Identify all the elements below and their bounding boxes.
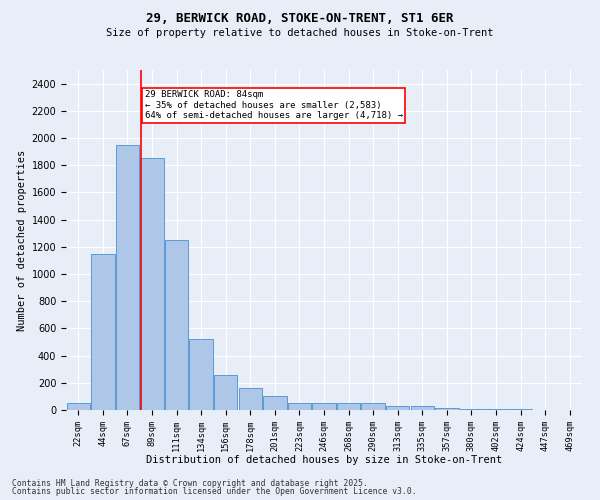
Bar [239,388,262,410]
Bar [288,402,311,410]
Bar [214,374,238,410]
Text: 29 BERWICK ROAD: 84sqm
← 35% of detached houses are smaller (2,583)
64% of semi-: 29 BERWICK ROAD: 84sqm ← 35% of detached… [145,90,403,120]
Y-axis label: Number of detached properties: Number of detached properties [17,150,28,330]
Bar [140,158,164,410]
Bar [91,254,115,410]
Bar [263,396,287,410]
Bar [165,240,188,410]
Bar [190,340,213,410]
Text: Size of property relative to detached houses in Stoke-on-Trent: Size of property relative to detached ho… [106,28,494,38]
Bar [361,403,385,410]
Text: Contains public sector information licensed under the Open Government Licence v3: Contains public sector information licen… [12,487,416,496]
Text: 29, BERWICK ROAD, STOKE-ON-TRENT, ST1 6ER: 29, BERWICK ROAD, STOKE-ON-TRENT, ST1 6E… [146,12,454,26]
Bar [386,406,409,410]
Bar [67,403,90,410]
Bar [410,406,434,410]
Bar [337,403,360,410]
X-axis label: Distribution of detached houses by size in Stoke-on-Trent: Distribution of detached houses by size … [146,456,502,466]
Bar [435,408,458,410]
Text: Contains HM Land Registry data © Crown copyright and database right 2025.: Contains HM Land Registry data © Crown c… [12,478,368,488]
Bar [460,408,483,410]
Bar [116,145,139,410]
Bar [313,402,335,410]
